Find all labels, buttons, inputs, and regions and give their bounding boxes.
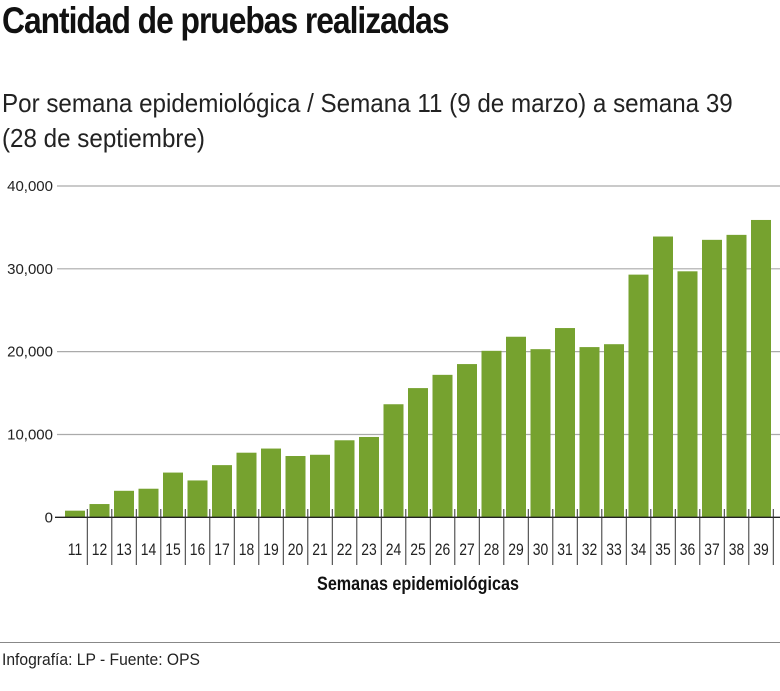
x-tick-label: 36 — [680, 541, 695, 560]
x-tick-label: 16 — [190, 541, 205, 560]
bar-week-13 — [114, 490, 134, 518]
x-tick-label: 39 — [753, 541, 768, 560]
bar-week-32 — [579, 347, 600, 518]
y-tick-label: 0 — [45, 509, 53, 526]
bar-week-34 — [628, 274, 649, 518]
x-tick-label: 15 — [165, 541, 180, 560]
bar-week-20 — [285, 456, 306, 518]
bar-week-39 — [751, 219, 771, 518]
x-tick-label: 33 — [606, 541, 621, 560]
x-tick-label: 27 — [459, 541, 474, 560]
bar-week-11 — [65, 510, 85, 518]
x-tick-label: 32 — [582, 541, 597, 560]
bar-week-15 — [163, 472, 183, 518]
x-tick-label: 11 — [68, 541, 82, 560]
bar-week-16 — [187, 480, 208, 518]
bar-week-28 — [481, 350, 502, 518]
x-tick-label: 38 — [729, 541, 744, 560]
bar-week-23 — [359, 436, 379, 518]
x-tick-label: 21 — [312, 541, 327, 560]
x-tick-label: 26 — [435, 541, 450, 560]
x-tick-label: 31 — [557, 541, 572, 560]
bar-week-12 — [89, 504, 110, 518]
bar-week-14 — [138, 488, 159, 518]
x-tick-label: 24 — [386, 541, 402, 560]
x-tick-label: 13 — [116, 541, 131, 560]
x-tick-label: 14 — [141, 541, 157, 560]
x-tick-label: 34 — [631, 541, 647, 560]
bar-week-21 — [310, 454, 330, 518]
bar-week-29 — [506, 336, 526, 518]
x-tick-label: 12 — [92, 541, 107, 560]
x-tick-label: 19 — [263, 541, 278, 560]
x-tick-label: 37 — [704, 541, 719, 560]
bar-week-22 — [334, 440, 355, 518]
bar-week-27 — [457, 364, 477, 518]
x-tick-label: 23 — [361, 541, 376, 560]
y-tick-label: 40,000 — [7, 178, 53, 195]
x-tick-label: 30 — [533, 541, 549, 560]
bar-week-37 — [702, 239, 722, 518]
bar-week-38 — [726, 234, 747, 518]
bar-week-19 — [261, 448, 281, 518]
x-tick-label: 22 — [337, 541, 352, 560]
footer-divider — [0, 642, 780, 643]
source-credit: Infografía: LP - Fuente: OPS — [2, 650, 200, 669]
x-tick-label: 29 — [508, 541, 523, 560]
y-tick-label: 20,000 — [7, 344, 53, 361]
bar-week-36 — [677, 271, 698, 518]
x-axis-title: Semanas epidemiológicas — [317, 573, 519, 595]
chart-subtitle: Por semana epidemiológica / Semana 11 (9… — [2, 88, 733, 153]
x-tick-label: 28 — [484, 541, 499, 560]
y-tick-label: 10,000 — [7, 426, 53, 443]
bar-week-31 — [555, 328, 575, 518]
bar-week-35 — [653, 236, 673, 518]
x-tick-label: 25 — [410, 541, 425, 560]
bar-week-33 — [604, 344, 624, 518]
bar-week-26 — [432, 374, 453, 518]
y-tick-label: 30,000 — [7, 261, 53, 278]
bar-week-18 — [236, 452, 257, 518]
x-tick-label: 20 — [288, 541, 304, 560]
chart-title: Cantidad de pruebas realizadas — [2, 0, 450, 41]
bar-week-30 — [530, 349, 551, 518]
bar-week-24 — [383, 404, 404, 518]
x-tick-label: 18 — [239, 541, 254, 560]
x-tick-label: 17 — [214, 541, 229, 560]
bar-week-25 — [408, 388, 428, 518]
bar-week-17 — [212, 465, 232, 518]
x-tick-label: 35 — [655, 541, 670, 560]
